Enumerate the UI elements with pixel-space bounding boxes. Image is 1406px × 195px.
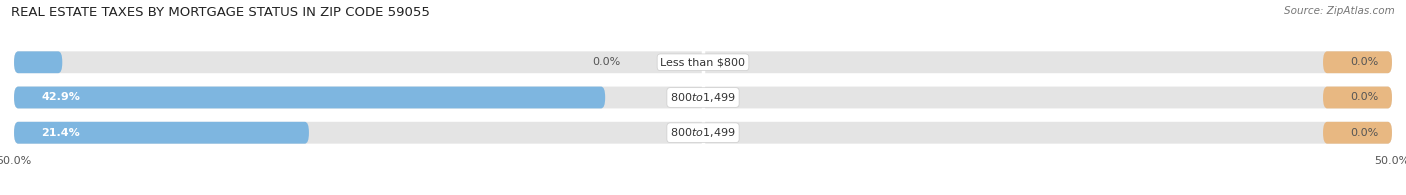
Text: 0.0%: 0.0% (1351, 128, 1379, 138)
Text: 0.0%: 0.0% (1351, 57, 1379, 67)
Text: Less than $800: Less than $800 (661, 57, 745, 67)
FancyBboxPatch shape (1323, 122, 1392, 144)
Text: $800 to $1,499: $800 to $1,499 (671, 126, 735, 139)
FancyBboxPatch shape (14, 87, 1392, 108)
FancyBboxPatch shape (14, 122, 1392, 144)
FancyBboxPatch shape (1323, 87, 1392, 108)
Text: 42.9%: 42.9% (42, 92, 80, 103)
FancyBboxPatch shape (14, 51, 62, 73)
Text: REAL ESTATE TAXES BY MORTGAGE STATUS IN ZIP CODE 59055: REAL ESTATE TAXES BY MORTGAGE STATUS IN … (11, 6, 430, 19)
Text: Source: ZipAtlas.com: Source: ZipAtlas.com (1284, 6, 1395, 16)
FancyBboxPatch shape (14, 51, 1392, 73)
Text: $800 to $1,499: $800 to $1,499 (671, 91, 735, 104)
FancyBboxPatch shape (14, 87, 605, 108)
Text: 0.0%: 0.0% (592, 57, 620, 67)
FancyBboxPatch shape (1323, 51, 1392, 73)
FancyBboxPatch shape (14, 122, 309, 144)
Text: 21.4%: 21.4% (42, 128, 80, 138)
Text: 0.0%: 0.0% (1351, 92, 1379, 103)
